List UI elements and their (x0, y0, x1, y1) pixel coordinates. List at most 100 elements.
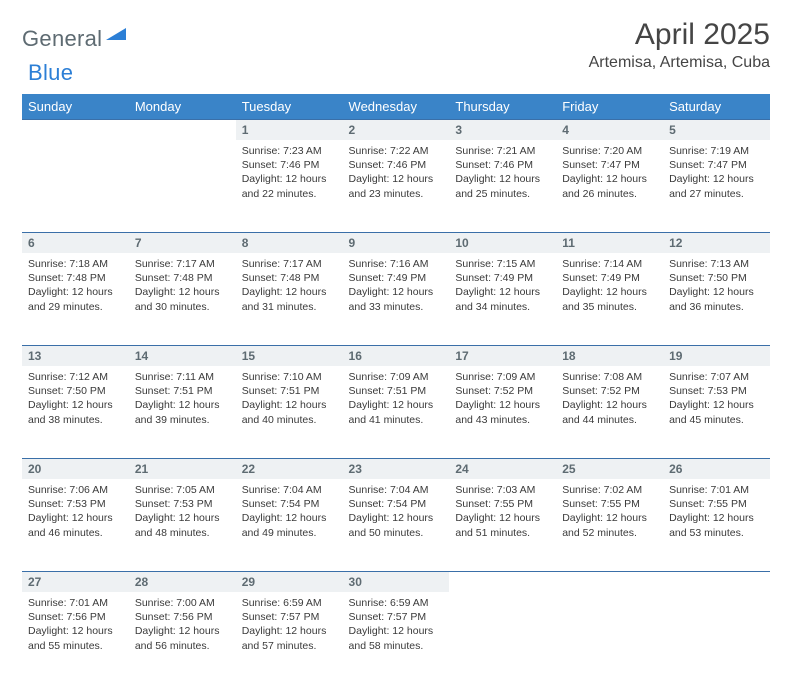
week-body-row: Sunrise: 7:23 AMSunset: 7:46 PMDaylight:… (22, 140, 770, 232)
week-daynum-row: 6789101112 (22, 232, 770, 253)
day-number-cell: 20 (22, 458, 129, 479)
day-body: Sunrise: 7:03 AMSunset: 7:55 PMDaylight:… (449, 479, 556, 548)
weekday-header: Wednesday (343, 94, 450, 119)
day-body: Sunrise: 7:09 AMSunset: 7:51 PMDaylight:… (343, 366, 450, 435)
day-cell (663, 592, 770, 684)
day-number: 7 (129, 232, 236, 253)
day-cell: Sunrise: 7:22 AMSunset: 7:46 PMDaylight:… (343, 140, 450, 232)
day-cell: Sunrise: 7:21 AMSunset: 7:46 PMDaylight:… (449, 140, 556, 232)
day-cell (129, 140, 236, 232)
day-sunrise: Sunrise: 7:07 AM (669, 370, 764, 384)
day-body: Sunrise: 7:23 AMSunset: 7:46 PMDaylight:… (236, 140, 343, 209)
day-sunset: Sunset: 7:52 PM (562, 384, 657, 398)
day-day2: and 34 minutes. (455, 300, 550, 314)
day-day1: Daylight: 12 hours (455, 172, 550, 186)
day-sunrise: Sunrise: 7:10 AM (242, 370, 337, 384)
day-number-cell: 10 (449, 232, 556, 253)
day-sunrise: Sunrise: 7:08 AM (562, 370, 657, 384)
day-number: 12 (663, 232, 770, 253)
day-cell: Sunrise: 7:02 AMSunset: 7:55 PMDaylight:… (556, 479, 663, 571)
day-number-cell: 11 (556, 232, 663, 253)
day-day1: Daylight: 12 hours (28, 511, 123, 525)
day-cell: Sunrise: 7:01 AMSunset: 7:56 PMDaylight:… (22, 592, 129, 684)
day-number-cell: 21 (129, 458, 236, 479)
day-sunrise: Sunrise: 6:59 AM (349, 596, 444, 610)
day-day2: and 29 minutes. (28, 300, 123, 314)
day-day2: and 30 minutes. (135, 300, 230, 314)
day-sunrise: Sunrise: 7:14 AM (562, 257, 657, 271)
day-number-empty (22, 119, 129, 140)
day-day2: and 22 minutes. (242, 187, 337, 201)
day-sunset: Sunset: 7:55 PM (455, 497, 550, 511)
day-day2: and 23 minutes. (349, 187, 444, 201)
week-daynum-row: 13141516171819 (22, 345, 770, 366)
day-number: 20 (22, 458, 129, 479)
day-day2: and 38 minutes. (28, 413, 123, 427)
day-sunset: Sunset: 7:49 PM (349, 271, 444, 285)
day-body: Sunrise: 7:07 AMSunset: 7:53 PMDaylight:… (663, 366, 770, 435)
day-number: 5 (663, 119, 770, 140)
day-cell: Sunrise: 7:01 AMSunset: 7:55 PMDaylight:… (663, 479, 770, 571)
day-number: 27 (22, 571, 129, 592)
day-cell: Sunrise: 7:07 AMSunset: 7:53 PMDaylight:… (663, 366, 770, 458)
day-cell: Sunrise: 7:20 AMSunset: 7:47 PMDaylight:… (556, 140, 663, 232)
day-cell: Sunrise: 7:00 AMSunset: 7:56 PMDaylight:… (129, 592, 236, 684)
day-sunrise: Sunrise: 7:20 AM (562, 144, 657, 158)
day-day1: Daylight: 12 hours (562, 285, 657, 299)
day-number-cell (22, 119, 129, 140)
day-body: Sunrise: 7:11 AMSunset: 7:51 PMDaylight:… (129, 366, 236, 435)
day-day2: and 43 minutes. (455, 413, 550, 427)
day-sunset: Sunset: 7:57 PM (242, 610, 337, 624)
logo-text-blue: Blue (28, 60, 73, 85)
logo-triangle-icon (106, 26, 126, 45)
weekday-header: Saturday (663, 94, 770, 119)
day-number-cell: 6 (22, 232, 129, 253)
day-number-cell (129, 119, 236, 140)
day-day2: and 39 minutes. (135, 413, 230, 427)
day-sunset: Sunset: 7:53 PM (28, 497, 123, 511)
day-sunset: Sunset: 7:57 PM (349, 610, 444, 624)
day-sunrise: Sunrise: 7:11 AM (135, 370, 230, 384)
day-day1: Daylight: 12 hours (242, 285, 337, 299)
day-day2: and 58 minutes. (349, 639, 444, 653)
day-cell (556, 592, 663, 684)
day-day2: and 36 minutes. (669, 300, 764, 314)
day-number: 19 (663, 345, 770, 366)
day-sunset: Sunset: 7:56 PM (135, 610, 230, 624)
day-sunset: Sunset: 7:54 PM (242, 497, 337, 511)
day-day2: and 26 minutes. (562, 187, 657, 201)
day-day2: and 48 minutes. (135, 526, 230, 540)
day-day1: Daylight: 12 hours (349, 624, 444, 638)
week-daynum-row: 12345 (22, 119, 770, 140)
day-sunset: Sunset: 7:50 PM (28, 384, 123, 398)
day-day1: Daylight: 12 hours (242, 398, 337, 412)
day-number-empty (129, 119, 236, 140)
day-number: 23 (343, 458, 450, 479)
day-day1: Daylight: 12 hours (242, 511, 337, 525)
day-sunrise: Sunrise: 7:06 AM (28, 483, 123, 497)
day-number-cell: 3 (449, 119, 556, 140)
day-cell: Sunrise: 7:06 AMSunset: 7:53 PMDaylight:… (22, 479, 129, 571)
day-sunrise: Sunrise: 7:09 AM (455, 370, 550, 384)
day-body: Sunrise: 7:05 AMSunset: 7:53 PMDaylight:… (129, 479, 236, 548)
day-cell: Sunrise: 7:13 AMSunset: 7:50 PMDaylight:… (663, 253, 770, 345)
day-body: Sunrise: 6:59 AMSunset: 7:57 PMDaylight:… (236, 592, 343, 661)
day-body: Sunrise: 7:08 AMSunset: 7:52 PMDaylight:… (556, 366, 663, 435)
day-number-cell: 28 (129, 571, 236, 592)
day-sunrise: Sunrise: 7:04 AM (349, 483, 444, 497)
day-body: Sunrise: 7:06 AMSunset: 7:53 PMDaylight:… (22, 479, 129, 548)
day-cell: Sunrise: 7:04 AMSunset: 7:54 PMDaylight:… (236, 479, 343, 571)
day-number-cell: 26 (663, 458, 770, 479)
weekday-header: Friday (556, 94, 663, 119)
day-number-cell (663, 571, 770, 592)
day-day1: Daylight: 12 hours (669, 285, 764, 299)
day-day1: Daylight: 12 hours (135, 398, 230, 412)
day-cell: Sunrise: 7:15 AMSunset: 7:49 PMDaylight:… (449, 253, 556, 345)
day-sunset: Sunset: 7:48 PM (135, 271, 230, 285)
day-number: 30 (343, 571, 450, 592)
month-title: April 2025 (589, 18, 770, 52)
day-number-cell: 25 (556, 458, 663, 479)
day-number: 4 (556, 119, 663, 140)
weekday-header-row: Sunday Monday Tuesday Wednesday Thursday… (22, 94, 770, 119)
day-cell: Sunrise: 7:12 AMSunset: 7:50 PMDaylight:… (22, 366, 129, 458)
